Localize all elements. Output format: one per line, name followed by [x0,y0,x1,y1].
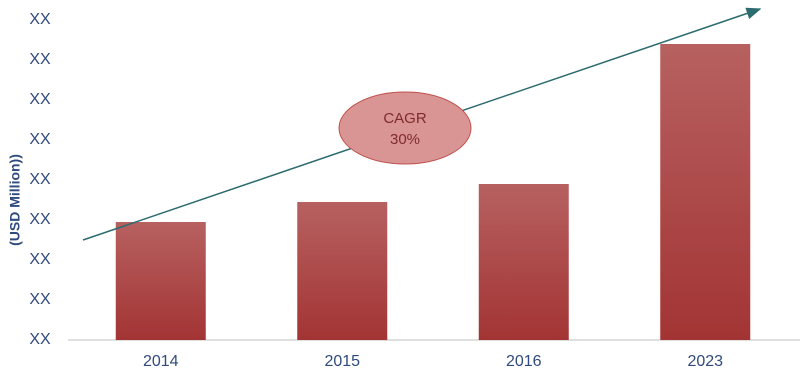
y-tick-label: XX [29,291,51,308]
bar [297,202,388,340]
y-tick-label: XX [29,131,51,148]
x-tick-label: 2023 [687,353,723,370]
y-tick-label: XX [29,91,51,108]
x-tick-label: 2014 [143,353,179,370]
x-tick-label: 2015 [324,353,360,370]
cagr-bubble [338,91,472,165]
bar [478,184,569,340]
annotation: CAGR [383,110,427,127]
y-tick-label: XX [29,211,51,228]
y-tick-label: XX [29,251,51,268]
x-tick-label: 2016 [506,353,542,370]
y-axis-title: (USD Million)) [7,154,23,246]
y-tick-label: XX [29,11,51,28]
y-tick-label: XX [29,171,51,188]
y-tick-label: XX [29,51,51,68]
bar [660,44,751,340]
y-tick-label: XX [29,331,51,348]
bar [115,222,206,340]
annotation: 30% [390,131,420,148]
